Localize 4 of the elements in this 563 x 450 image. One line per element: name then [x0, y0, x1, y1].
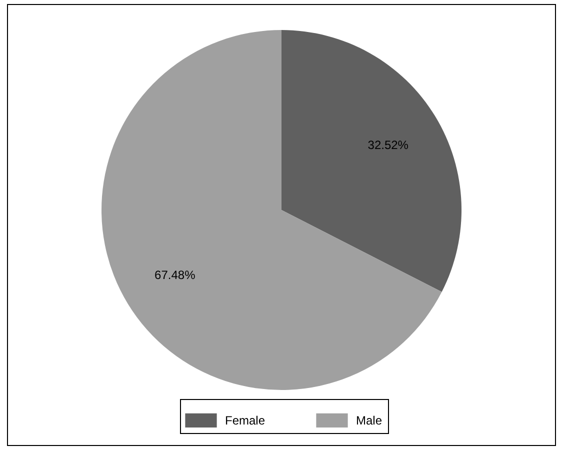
data-label: 67.48% — [154, 268, 196, 282]
data-label: 32.52% — [368, 138, 409, 152]
legend-label: Male — [356, 413, 382, 428]
legend-label: Female — [225, 413, 266, 428]
